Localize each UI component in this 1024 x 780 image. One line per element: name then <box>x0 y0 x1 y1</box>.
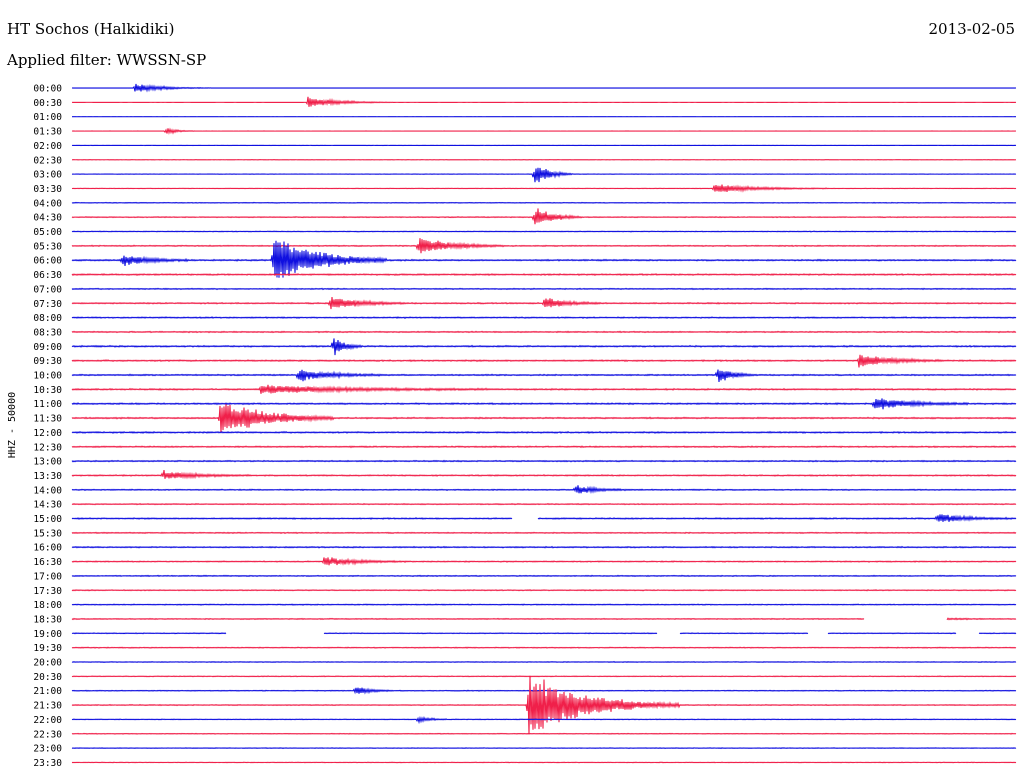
tick-label: 20:00 <box>33 658 62 669</box>
tick-label: 20:30 <box>33 672 62 683</box>
tick-label: 21:00 <box>33 686 62 697</box>
tick-label: 13:00 <box>33 457 62 468</box>
station-title: HT Sochos (Halkidiki) <box>7 20 175 38</box>
tick-label: 19:00 <box>33 629 62 640</box>
tick-label: 05:30 <box>33 241 62 252</box>
tick-label: 23:30 <box>33 758 62 769</box>
trace-row-0930 <box>71 354 1017 368</box>
tick-label: 12:00 <box>33 428 62 439</box>
applied-filter-label: Applied filter: WWSSN-SP <box>7 51 207 69</box>
trace-row-2000 <box>71 660 1017 664</box>
trace-group <box>71 83 1017 764</box>
tick-label: 03:00 <box>33 170 62 181</box>
trace-row-1230 <box>71 445 1017 449</box>
trace-row-0330 <box>71 184 1017 193</box>
tick-label: 09:00 <box>33 342 62 353</box>
trace-row-0400 <box>71 201 1017 204</box>
trace-row-0130 <box>71 127 1017 135</box>
tick-label: 08:00 <box>33 313 62 324</box>
tick-label: 16:30 <box>33 557 62 568</box>
tick-label: 17:00 <box>33 571 62 582</box>
tick-label: 04:30 <box>33 213 62 224</box>
trace-row-0830 <box>71 330 1017 334</box>
trace-row-2030 <box>71 675 1017 678</box>
tick-label: 15:30 <box>33 528 62 539</box>
trace-row-1400 <box>71 485 1017 494</box>
trace-row-0530 <box>71 238 1017 254</box>
trace-row-1730 <box>71 589 1017 592</box>
trace-row-1600 <box>71 545 1017 549</box>
channel-label: HHZ - 50000 <box>7 392 18 458</box>
trace-row-1330 <box>71 470 1017 480</box>
tick-label: 12:30 <box>33 442 62 453</box>
trace-row-1930 <box>71 646 1017 649</box>
tick-label: 07:00 <box>33 284 62 295</box>
tick-label: 22:30 <box>33 729 62 740</box>
tick-label: 02:00 <box>33 141 62 152</box>
trace-row-0430 <box>71 208 1017 225</box>
trace-row-1200 <box>71 430 1017 435</box>
tick-label: 15:00 <box>33 514 62 525</box>
trace-row-0300 <box>71 167 1017 183</box>
trace-row-1500 <box>71 514 1017 522</box>
tick-label: 00:00 <box>33 84 62 95</box>
tick-label: 01:00 <box>33 112 62 123</box>
trace-row-1100 <box>71 398 1017 410</box>
trace-row-1130 <box>71 404 1017 433</box>
tick-label: 14:00 <box>33 485 62 496</box>
tick-label: 00:30 <box>33 98 62 109</box>
tick-label: 18:00 <box>33 600 62 611</box>
tick-label: 11:00 <box>33 399 62 410</box>
trace-row-0700 <box>71 287 1017 291</box>
tick-label: 14:30 <box>33 500 62 511</box>
trace-row-1030 <box>71 384 1017 394</box>
tick-label: 22:00 <box>33 715 62 726</box>
trace-row-1430 <box>71 502 1017 506</box>
tick-label: 10:30 <box>33 385 62 396</box>
trace-row-0900 <box>71 338 1017 356</box>
tick-label: 10:00 <box>33 371 62 382</box>
trace-row-0730 <box>71 296 1017 310</box>
tick-label: 03:30 <box>33 184 62 195</box>
trace-row-0630 <box>71 272 1017 277</box>
trace-row-1000 <box>71 369 1017 383</box>
tick-label: 18:30 <box>33 614 62 625</box>
trace-row-2230 <box>71 732 1017 735</box>
tick-label: 16:00 <box>33 543 62 554</box>
trace-row-1830 <box>71 617 1017 621</box>
tick-label: 06:30 <box>33 270 62 281</box>
tick-label: 17:30 <box>33 586 62 597</box>
trace-row-1630 <box>71 557 1017 566</box>
tick-label: 23:00 <box>33 744 62 755</box>
tick-label: 07:30 <box>33 299 62 310</box>
trace-row-1700 <box>71 574 1017 578</box>
trace-row-1800 <box>71 603 1017 606</box>
tick-label: 02:30 <box>33 155 62 166</box>
trace-row-1300 <box>71 459 1017 463</box>
tick-label: 08:30 <box>33 327 62 338</box>
trace-row-0800 <box>71 316 1017 320</box>
trace-row-0600 <box>71 240 1017 278</box>
tick-label: 06:00 <box>33 256 62 267</box>
trace-row-0000 <box>71 83 1017 93</box>
trace-row-0030 <box>71 96 1017 107</box>
trace-row-1900 <box>71 632 1017 635</box>
trace-row-2130 <box>71 675 1017 735</box>
trace-row-2200 <box>71 715 1017 725</box>
time-axis: 00:00 00:30 01:00 01:30 02:00 02:30 03:00 03:30… <box>33 84 62 769</box>
tick-label: 13:30 <box>33 471 62 482</box>
tick-label: 21:30 <box>33 701 62 712</box>
record-date: 2013-02-05 <box>928 20 1015 38</box>
tick-label: 01:30 <box>33 127 62 138</box>
tick-label: 19:30 <box>33 643 62 654</box>
trace-row-2330 <box>71 761 1017 764</box>
trace-row-2300 <box>71 747 1017 750</box>
trace-row-0500 <box>71 230 1017 233</box>
tick-label: 11:30 <box>33 414 62 425</box>
tick-label: 05:00 <box>33 227 62 238</box>
trace-row-1530 <box>71 531 1017 535</box>
tick-label: 09:30 <box>33 356 62 367</box>
tick-label: 04:00 <box>33 198 62 209</box>
